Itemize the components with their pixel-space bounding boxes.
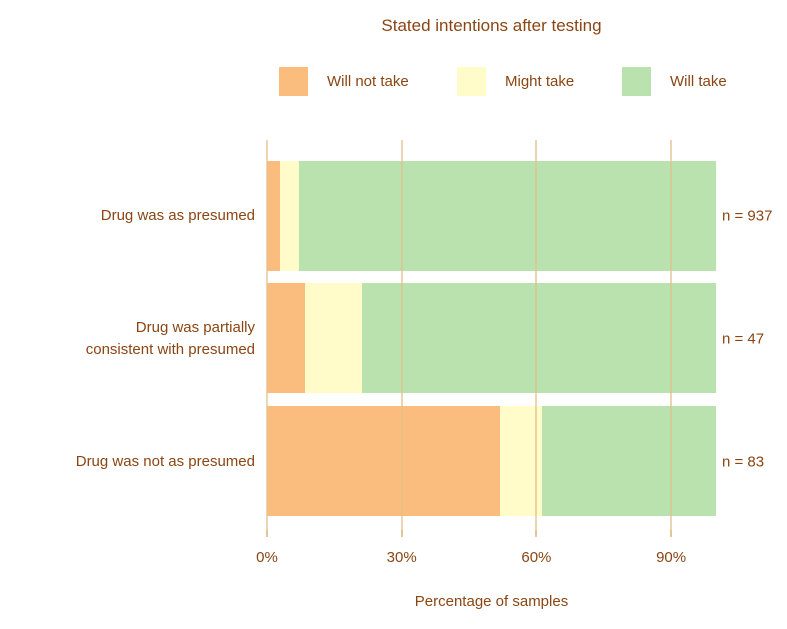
n-label-not-as-presumed: n = 83 bbox=[722, 453, 765, 471]
bar-segment-might-take bbox=[500, 406, 543, 516]
n-label-partially-consistent: n = 47 bbox=[722, 330, 765, 348]
legend-label: Will not take bbox=[327, 73, 409, 90]
n-label-as-presumed: n = 937 bbox=[722, 207, 773, 225]
x-tick-90pct bbox=[670, 530, 673, 537]
x-tick-60pct bbox=[535, 530, 538, 537]
x-tick-label-90pct: 90% bbox=[656, 549, 687, 566]
plot-panel: 0% 30% 60% 90% bbox=[256, 140, 716, 566]
bar-partially-consistent bbox=[267, 283, 716, 393]
legend-label: Might take bbox=[505, 73, 575, 90]
legend-swatch-might-take bbox=[457, 67, 486, 96]
x-axis-title: Percentage of samples bbox=[414, 593, 569, 610]
bar-segment-will-take bbox=[298, 161, 716, 271]
category-label-not-as-presumed: Drug was not as presumed bbox=[75, 453, 255, 470]
bar-as-presumed bbox=[267, 161, 716, 271]
legend-swatch-will-take bbox=[622, 67, 651, 96]
chart-title: Stated intentions after testing bbox=[381, 16, 602, 35]
bar-not-as-presumed bbox=[267, 406, 716, 516]
bar-segment-might-take bbox=[280, 161, 299, 271]
x-tick-label-60pct: 60% bbox=[521, 549, 552, 566]
legend-label: Will take bbox=[670, 73, 727, 90]
bar-segment-will-take bbox=[542, 406, 716, 516]
bar-segment-might-take bbox=[305, 283, 363, 393]
x-tick-30pct bbox=[400, 530, 403, 537]
x-tick-0pct bbox=[266, 530, 268, 537]
legend-item-might-take: Might take bbox=[457, 67, 574, 96]
category-label-partially-consistent: Drug was partially consistent with presu… bbox=[85, 319, 255, 358]
legend-item-will-not-take: Will not take bbox=[279, 67, 409, 96]
legend-item-will-take: Will take bbox=[622, 67, 727, 96]
bar-segment-will-not-take bbox=[267, 406, 501, 516]
legend-swatch-will-not-take bbox=[279, 67, 308, 96]
category-label-as-presumed: Drug was as presumed bbox=[100, 207, 255, 224]
bar-segment-will-not-take bbox=[267, 283, 306, 393]
x-tick-label-30pct: 30% bbox=[386, 549, 417, 566]
x-tick-label-0pct: 0% bbox=[256, 549, 278, 566]
bar-segment-will-take bbox=[362, 283, 716, 393]
bar-segment-will-not-take bbox=[267, 161, 281, 271]
